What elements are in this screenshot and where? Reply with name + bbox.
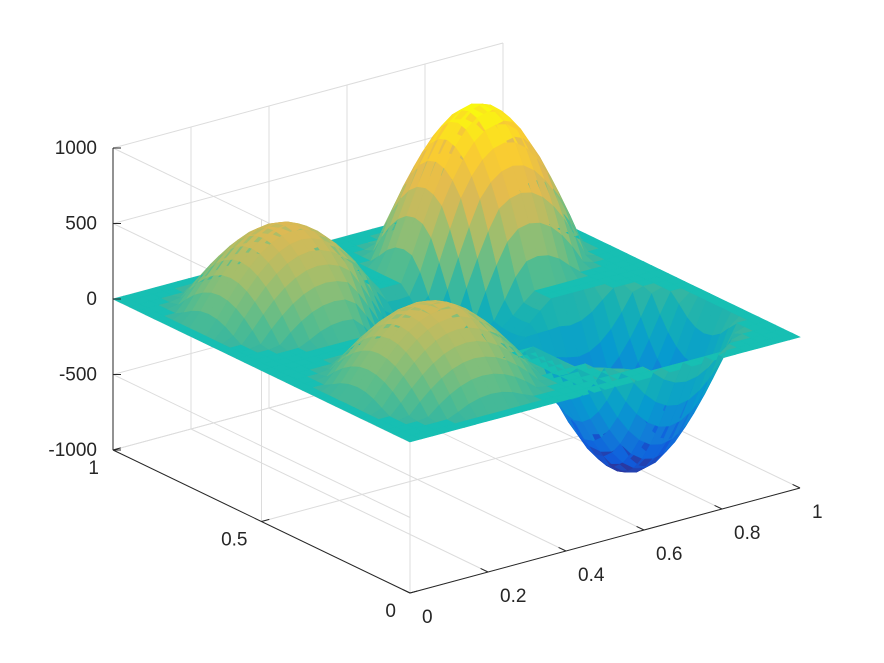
y-tick-label: 0 — [385, 601, 396, 622]
y-tick-label: 1 — [88, 458, 99, 479]
x-tick-label: 0 — [422, 607, 433, 628]
y-tick-mark — [409, 590, 418, 594]
y-tick-label: 0.5 — [221, 530, 247, 551]
x-tick-label: 0.6 — [656, 544, 682, 565]
x-tick-label: 1 — [812, 502, 823, 523]
wall-grid-line — [112, 42, 504, 149]
x-tick-mark — [636, 525, 645, 531]
x-tick-mark — [402, 588, 411, 594]
z-tick-label: 1000 — [55, 138, 97, 159]
x-tick-label: 0.8 — [734, 523, 760, 544]
y-tick-mark — [261, 518, 270, 522]
x-tick-mark — [714, 504, 723, 510]
tick-labels: 0 0.2 0.4 0.6 0.8 1 0 0.5 1 1000 500 0 -500 -1000 — [48, 138, 822, 628]
x-tick-mark — [792, 483, 801, 489]
x-tick-mark — [558, 546, 567, 552]
x-tick-mark — [480, 567, 489, 573]
axes — [112, 147, 801, 594]
surface-patch — [780, 332, 801, 341]
x-tick-label: 0.2 — [500, 586, 526, 607]
x-tick-label: 0.4 — [578, 565, 605, 586]
wall-grid-line — [112, 374, 411, 518]
surface — [112, 103, 801, 473]
z-tick-label: 500 — [65, 214, 97, 235]
z-tick-label: 0 — [86, 289, 97, 310]
z-tick-label: -1000 — [48, 440, 97, 461]
z-tick-label: -500 — [59, 365, 97, 386]
x-axis-line — [409, 487, 801, 594]
